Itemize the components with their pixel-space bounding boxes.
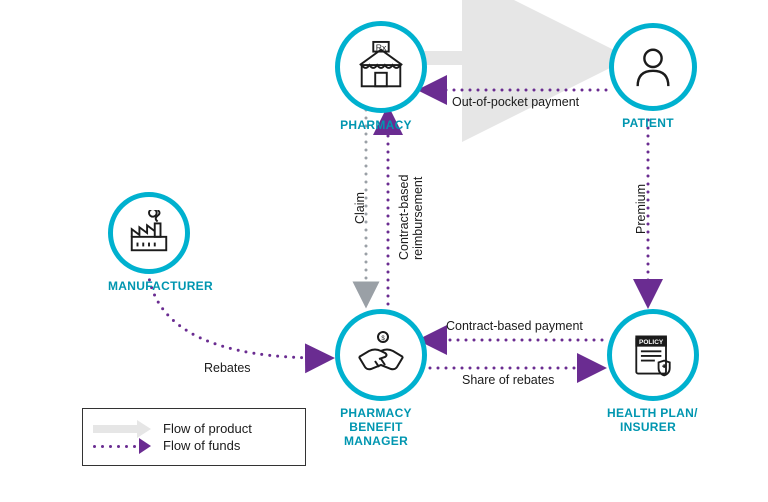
legend-funds-label: Flow of funds xyxy=(163,438,240,453)
label-out-of-pocket: Out-of-pocket payment xyxy=(452,96,579,110)
label-rebates: Rebates xyxy=(204,362,251,376)
patient-icon xyxy=(609,23,697,111)
insurer-icon: POLICY xyxy=(607,309,699,401)
patient-label: PATIENT xyxy=(609,117,687,131)
legend-funds-row: Flow of funds xyxy=(93,438,289,453)
node-pharmacy: Rx PHARMACY xyxy=(335,21,417,133)
legend: Flow of product Flow of funds xyxy=(82,408,306,466)
legend-funds-arrow-icon xyxy=(93,440,151,452)
label-claim: Claim xyxy=(354,192,368,224)
node-patient: PATIENT xyxy=(609,23,687,131)
label-premium: Premium xyxy=(635,184,649,234)
svg-text:POLICY: POLICY xyxy=(639,339,664,346)
label-contract-payment: Contract-based payment xyxy=(446,320,583,334)
pbm-label: PHARMACY BENEFIT MANAGER xyxy=(335,407,417,448)
node-pbm: $ PHARMACY BENEFIT MANAGER xyxy=(335,309,417,448)
node-insurer: POLICY HEALTH PLAN/ INSURER xyxy=(607,309,689,435)
node-manufacturer: MANUFACTURER xyxy=(108,192,180,294)
manufacturer-icon xyxy=(108,192,190,274)
pharmacy-label: PHARMACY xyxy=(335,119,417,133)
svg-text:Rx: Rx xyxy=(376,43,387,53)
legend-product-arrow-icon xyxy=(93,423,151,435)
pharmacy-icon: Rx xyxy=(335,21,427,113)
legend-product-row: Flow of product xyxy=(93,421,289,436)
insurer-label: HEALTH PLAN/ INSURER xyxy=(607,407,689,435)
label-contract-reimb: Contract-based reimbursement xyxy=(398,175,426,260)
manufacturer-label: MANUFACTURER xyxy=(108,280,180,294)
legend-product-label: Flow of product xyxy=(163,421,252,436)
pbm-icon: $ xyxy=(335,309,427,401)
label-share-rebates: Share of rebates xyxy=(462,374,554,388)
